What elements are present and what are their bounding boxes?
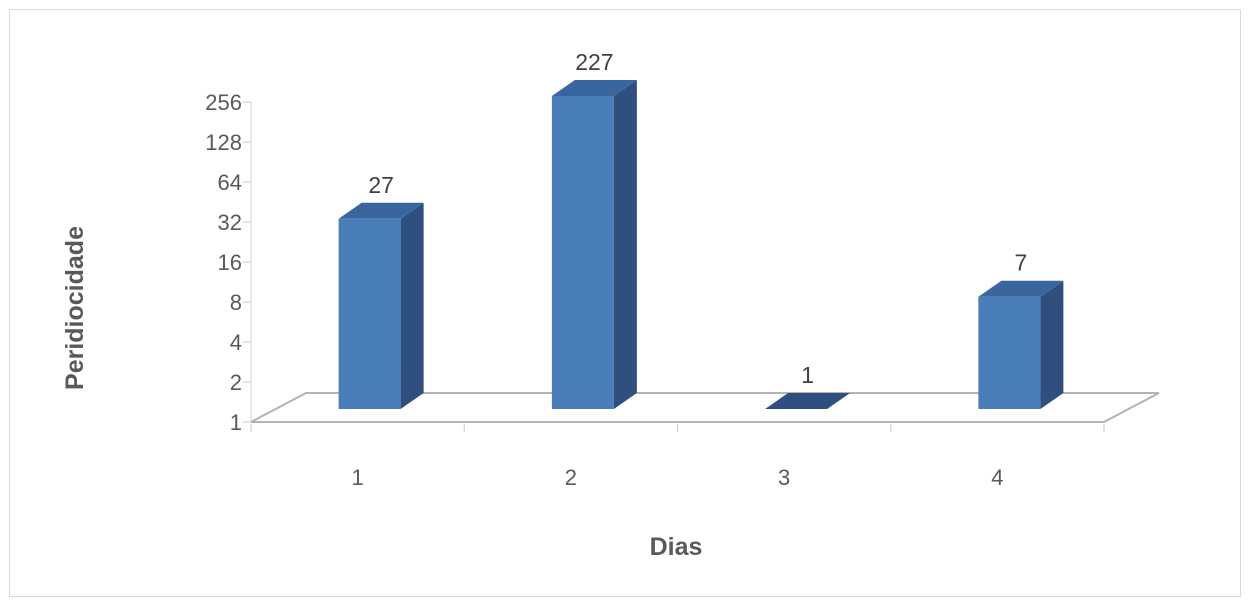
bar-top — [338, 202, 424, 219]
bar-front — [551, 95, 614, 410]
bar-side — [400, 202, 424, 409]
bar-side — [613, 79, 637, 410]
data-label: 7 — [1014, 250, 1027, 276]
x-tick-label: 1 — [352, 465, 364, 490]
bar-chart: 1 2 4 8 16 32 64 128 256 1 2 3 4 27 227 1 7 Peridiocid… — [61, 49, 1160, 561]
data-label: 27 — [368, 172, 394, 198]
bar — [338, 202, 424, 409]
bar — [551, 79, 637, 410]
y-tick-label: 64 — [218, 170, 242, 195]
bar — [978, 280, 1064, 409]
bar-side — [1040, 280, 1064, 409]
bars — [338, 79, 1064, 410]
y-tick-label: 16 — [218, 250, 242, 275]
data-label: 1 — [801, 362, 814, 388]
bar — [765, 393, 851, 409]
y-axis-title: Peridiocidade — [61, 226, 89, 390]
bar-front — [338, 218, 401, 409]
y-tick-label: 128 — [205, 130, 242, 155]
x-axis-title: Dias — [650, 533, 703, 561]
y-tick-label: 8 — [230, 290, 242, 315]
y-tick-label: 32 — [218, 210, 242, 235]
floor-plane — [250, 392, 1160, 423]
bar-top — [551, 79, 637, 96]
y-axis: 1 2 4 8 16 32 64 128 256 — [205, 90, 252, 435]
x-axis: 1 2 3 4 — [250, 424, 1105, 490]
data-label: 227 — [575, 49, 613, 75]
chart-frame: 1 2 4 8 16 32 64 128 256 1 2 3 4 27 227 1 7 Peridiocid… — [9, 9, 1241, 597]
x-tick-label: 4 — [991, 465, 1003, 490]
x-tick-label: 2 — [565, 465, 577, 490]
bar-top — [978, 280, 1064, 297]
y-tick-label: 256 — [205, 90, 242, 115]
x-tick-label: 3 — [778, 465, 790, 490]
y-tick-label: 4 — [230, 330, 242, 355]
y-tick-label: 2 — [230, 370, 242, 395]
data-labels: 27 227 1 7 — [368, 49, 1027, 388]
chart-floor — [250, 392, 1160, 423]
bar-top — [765, 393, 851, 409]
bar-front — [978, 296, 1041, 409]
y-tick-label: 1 — [230, 410, 242, 435]
